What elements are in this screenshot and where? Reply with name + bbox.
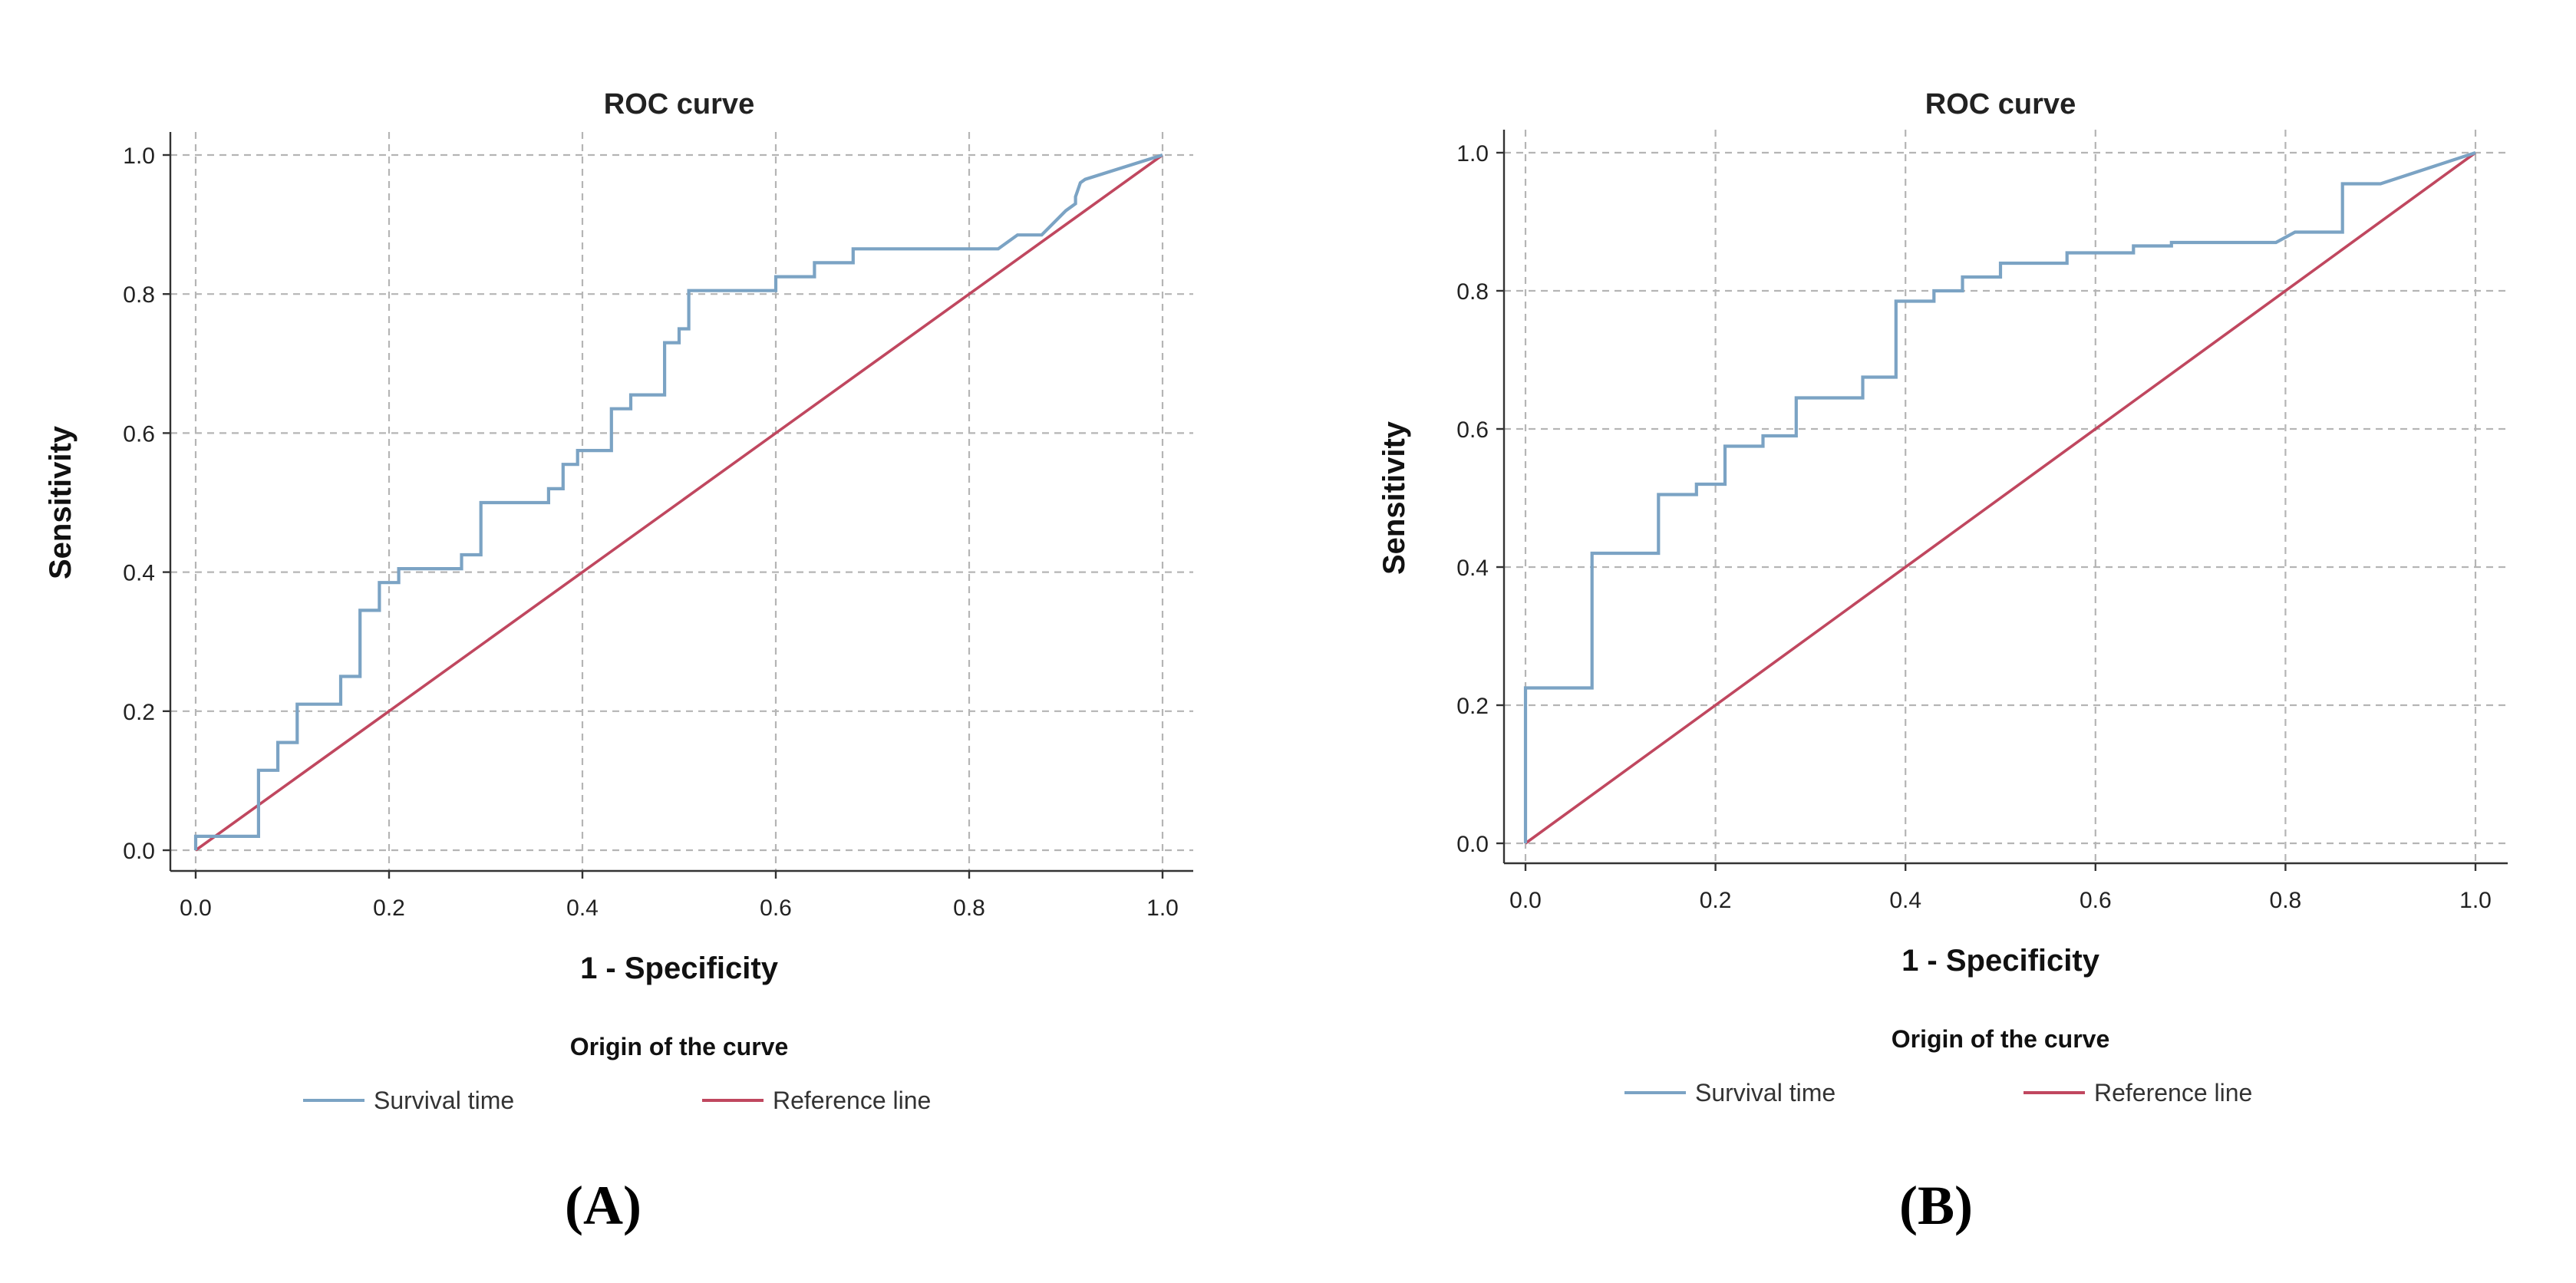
y-tick-label: 0.2 — [123, 700, 155, 725]
series-line-survival-time — [193, 153, 1163, 850]
y-tick-label: 0.2 — [1456, 694, 1489, 719]
y-tick-label: 0.4 — [1456, 556, 1489, 581]
x-tick-label: 1.0 — [1146, 895, 1179, 921]
x-tick-label: 0.0 — [180, 895, 212, 921]
x-tick-label: 1.0 — [2459, 888, 2492, 913]
chart-panel-b: ROC curve 0.0 0.2 0.4 0.6 0.8 1.0 0.0 0.2 0.4 0.6 0… — [1288, 0, 2575, 1283]
legend-label-reference-line: Reference line — [773, 1087, 931, 1114]
y-tick-label: 1.0 — [123, 143, 155, 169]
legend-label-survival-time: Survival time — [1695, 1079, 1836, 1107]
legend-title: Origin of the curve — [570, 1033, 788, 1060]
y-tick-label: 0.6 — [123, 421, 155, 447]
roc-chart-b: ROC curve 0.0 0.2 0.4 0.6 0.8 1.0 0.0 0.2 0.4 0.6 0… — [1377, 88, 2508, 1107]
grid — [170, 132, 1193, 871]
x-tick-label: 0.4 — [1889, 888, 1921, 913]
legend: Origin of the curve Survival time Referenc… — [303, 1033, 931, 1114]
grid — [1504, 130, 2508, 863]
chart-title: ROC curve — [1925, 88, 2076, 120]
x-tick-label: 0.4 — [566, 895, 599, 921]
legend: Origin of the curve Survival time Referenc… — [1624, 1025, 2252, 1107]
panel-label-a: (A) — [565, 1175, 642, 1236]
y-tick-label: 1.0 — [1456, 141, 1489, 167]
series-line-reference-line — [194, 153, 1164, 852]
x-axis-label: 1 - Specificity — [1901, 944, 2100, 978]
legend-label-survival-time: Survival time — [374, 1087, 514, 1114]
series-line-reference-line — [1524, 151, 2477, 845]
x-tick-label: 0.2 — [1700, 888, 1732, 913]
x-tick-label: 0.2 — [373, 895, 405, 921]
x-axis-label: 1 - Specificity — [580, 952, 779, 985]
y-tick-label: 0.0 — [123, 839, 155, 864]
x-tick-label: 0.8 — [953, 895, 985, 921]
x-tick-label: 0.6 — [2080, 888, 2112, 913]
panel-label-b: (B) — [1899, 1175, 1973, 1236]
series-line-survival-time — [1523, 151, 2476, 843]
roc-chart-a: ROC curve 0.0 0.2 0.4 0.6 0.8 1.0 0.0 0.2 0.4 0.6 0… — [44, 88, 1193, 1114]
legend-title: Origin of the curve — [1892, 1025, 2109, 1053]
y-tick-label: 0.8 — [1456, 279, 1489, 305]
y-axis-label: Sensitivity — [44, 425, 78, 579]
legend-label-reference-line: Reference line — [2094, 1079, 2252, 1107]
x-tick-label: 0.6 — [760, 895, 792, 921]
y-tick-label: 0.0 — [1456, 832, 1489, 857]
y-tick-label: 0.8 — [123, 282, 155, 308]
y-tick-label: 0.4 — [123, 561, 155, 586]
x-tick-label: 0.0 — [1509, 888, 1542, 913]
chart-title: ROC curve — [604, 88, 754, 120]
y-axis-label: Sensitivity — [1377, 421, 1411, 575]
x-tick-label: 0.8 — [2270, 888, 2302, 913]
y-tick-label: 0.6 — [1456, 417, 1489, 443]
chart-panel-a: ROC curve 0.0 0.2 0.4 0.6 0.8 1.0 0.0 0.2 0.4 0.6 0… — [44, 88, 1193, 1114]
